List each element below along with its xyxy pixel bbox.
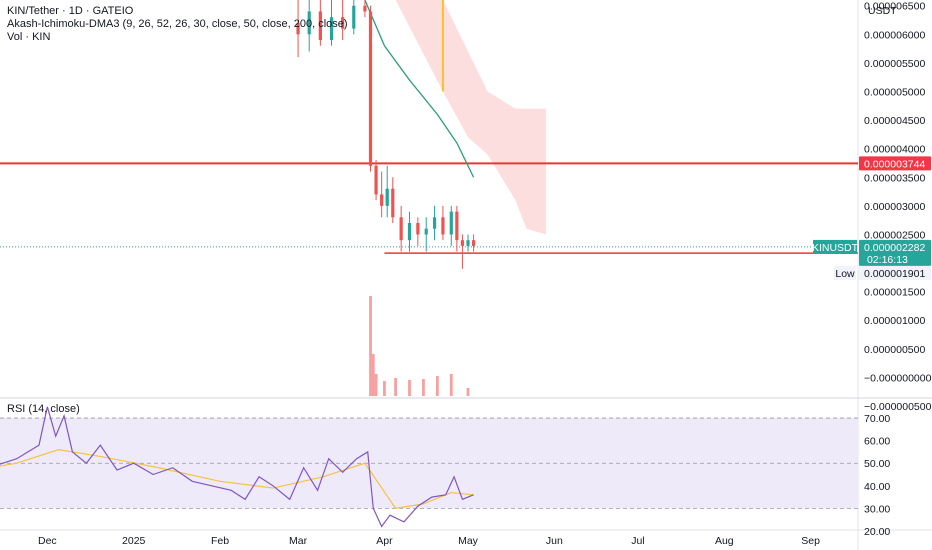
volume-bar xyxy=(374,374,378,396)
candle-body xyxy=(380,194,384,206)
price-axis-tick: 0.000004500 xyxy=(864,115,925,127)
candle-body xyxy=(432,217,437,229)
price-axis-tick: 0.000002500 xyxy=(864,229,925,241)
price-axis-tick: 0.000006000 xyxy=(864,29,925,41)
legend-volume: Vol · KIN xyxy=(7,31,51,43)
rsi-axis-tick: 60.00 xyxy=(864,436,890,448)
volume-bar xyxy=(466,388,470,396)
candle-body xyxy=(368,11,373,166)
time-axis-tick: Sep xyxy=(801,535,820,547)
candle-body xyxy=(449,211,453,235)
candle-body xyxy=(416,223,420,235)
time-axis-tick: Aug xyxy=(715,535,734,547)
time-axis-tick: May xyxy=(458,535,479,547)
candle-body xyxy=(352,5,356,29)
price-axis-tick: 0.000004000 xyxy=(864,144,925,156)
legend-symbol: KIN/Tether · 1D · GATEIO xyxy=(7,5,134,17)
candle-body xyxy=(318,11,322,41)
candle-body xyxy=(307,11,311,35)
candle-body xyxy=(329,17,334,41)
candle-body xyxy=(341,17,345,29)
price-axis-tick: 0.000005000 xyxy=(864,86,925,98)
low-value-badge xyxy=(859,266,931,280)
volume-bar xyxy=(394,378,397,396)
candle-body xyxy=(296,22,300,35)
candle-body xyxy=(374,165,378,195)
low-value-label: 0.000001901 xyxy=(864,268,925,280)
volume-bar xyxy=(369,296,372,396)
rsi-axis-tick: 30.00 xyxy=(864,503,890,515)
last-price-label: 0.000002282 xyxy=(864,242,925,254)
rsi-axis-tick: 50.00 xyxy=(864,458,890,470)
low-badge xyxy=(834,266,856,280)
price-axis-tick: 0.000001000 xyxy=(864,315,925,327)
candle-body xyxy=(407,223,412,241)
rsi-axis-tick: 20.00 xyxy=(864,526,890,538)
volume-bar xyxy=(408,380,411,396)
volume-bar xyxy=(422,379,425,396)
symbol-badge xyxy=(813,239,857,254)
price-axis-tick: 0.000000500 xyxy=(864,344,925,356)
time-axis-tick: 2025 xyxy=(122,535,146,547)
candle-body xyxy=(466,240,470,246)
price-axis-tick: −0.000000000 xyxy=(864,372,932,384)
candle-body xyxy=(441,217,445,235)
rsi-signal-line xyxy=(0,449,474,510)
candle-body xyxy=(424,228,428,235)
price-axis-tick: 0.000005500 xyxy=(864,58,925,70)
rsi-axis-tick: 40.00 xyxy=(864,481,890,493)
candle-body xyxy=(399,217,403,241)
price-axis-tick: 0.000003000 xyxy=(864,201,925,213)
time-axis-tick: Jul xyxy=(631,535,644,547)
price-axis-tick: 0.000003500 xyxy=(864,172,925,184)
rsi-axis-tick: 70.00 xyxy=(864,413,890,425)
candle-body xyxy=(391,188,395,218)
time-axis-tick: Apr xyxy=(376,535,393,547)
low-badge-label: Low xyxy=(835,268,855,280)
moving-average-line xyxy=(364,0,475,178)
rsi-line xyxy=(0,406,474,528)
price-axis-tick: 0.000001500 xyxy=(864,287,925,299)
legend-indicator: Akash-Ichimoku-DMA3 (9, 26, 52, 26, 30, … xyxy=(7,18,348,30)
volume-bar xyxy=(371,354,375,396)
candle-body xyxy=(455,211,459,241)
time-axis-tick: Feb xyxy=(211,535,229,547)
candle-body xyxy=(385,188,389,206)
candle-body xyxy=(460,240,465,246)
volume-bar xyxy=(435,376,439,396)
ichimoku-cloud xyxy=(395,0,546,235)
level-badge-label: 0.000003744 xyxy=(864,158,925,170)
price-axis-tick: 0.000006500 xyxy=(864,1,925,13)
candle-body xyxy=(363,5,367,12)
level-badge xyxy=(859,156,931,171)
volume-bar xyxy=(449,374,453,396)
symbol-badge-label: KINUSDT xyxy=(812,242,859,254)
candle-body xyxy=(471,240,476,246)
countdown-label: 02:16:13 xyxy=(867,254,908,266)
volume-bar xyxy=(383,381,386,396)
time-axis-tick: Jun xyxy=(546,535,563,547)
last-price-badge xyxy=(859,239,931,266)
time-axis-tick: Dec xyxy=(38,535,57,547)
time-axis-tick: Mar xyxy=(289,535,308,547)
legend-rsi: RSI (14, close) xyxy=(7,403,80,415)
price-axis-tick: −0.000000500 xyxy=(864,401,932,413)
price-axis-unit: USDT xyxy=(868,5,897,17)
